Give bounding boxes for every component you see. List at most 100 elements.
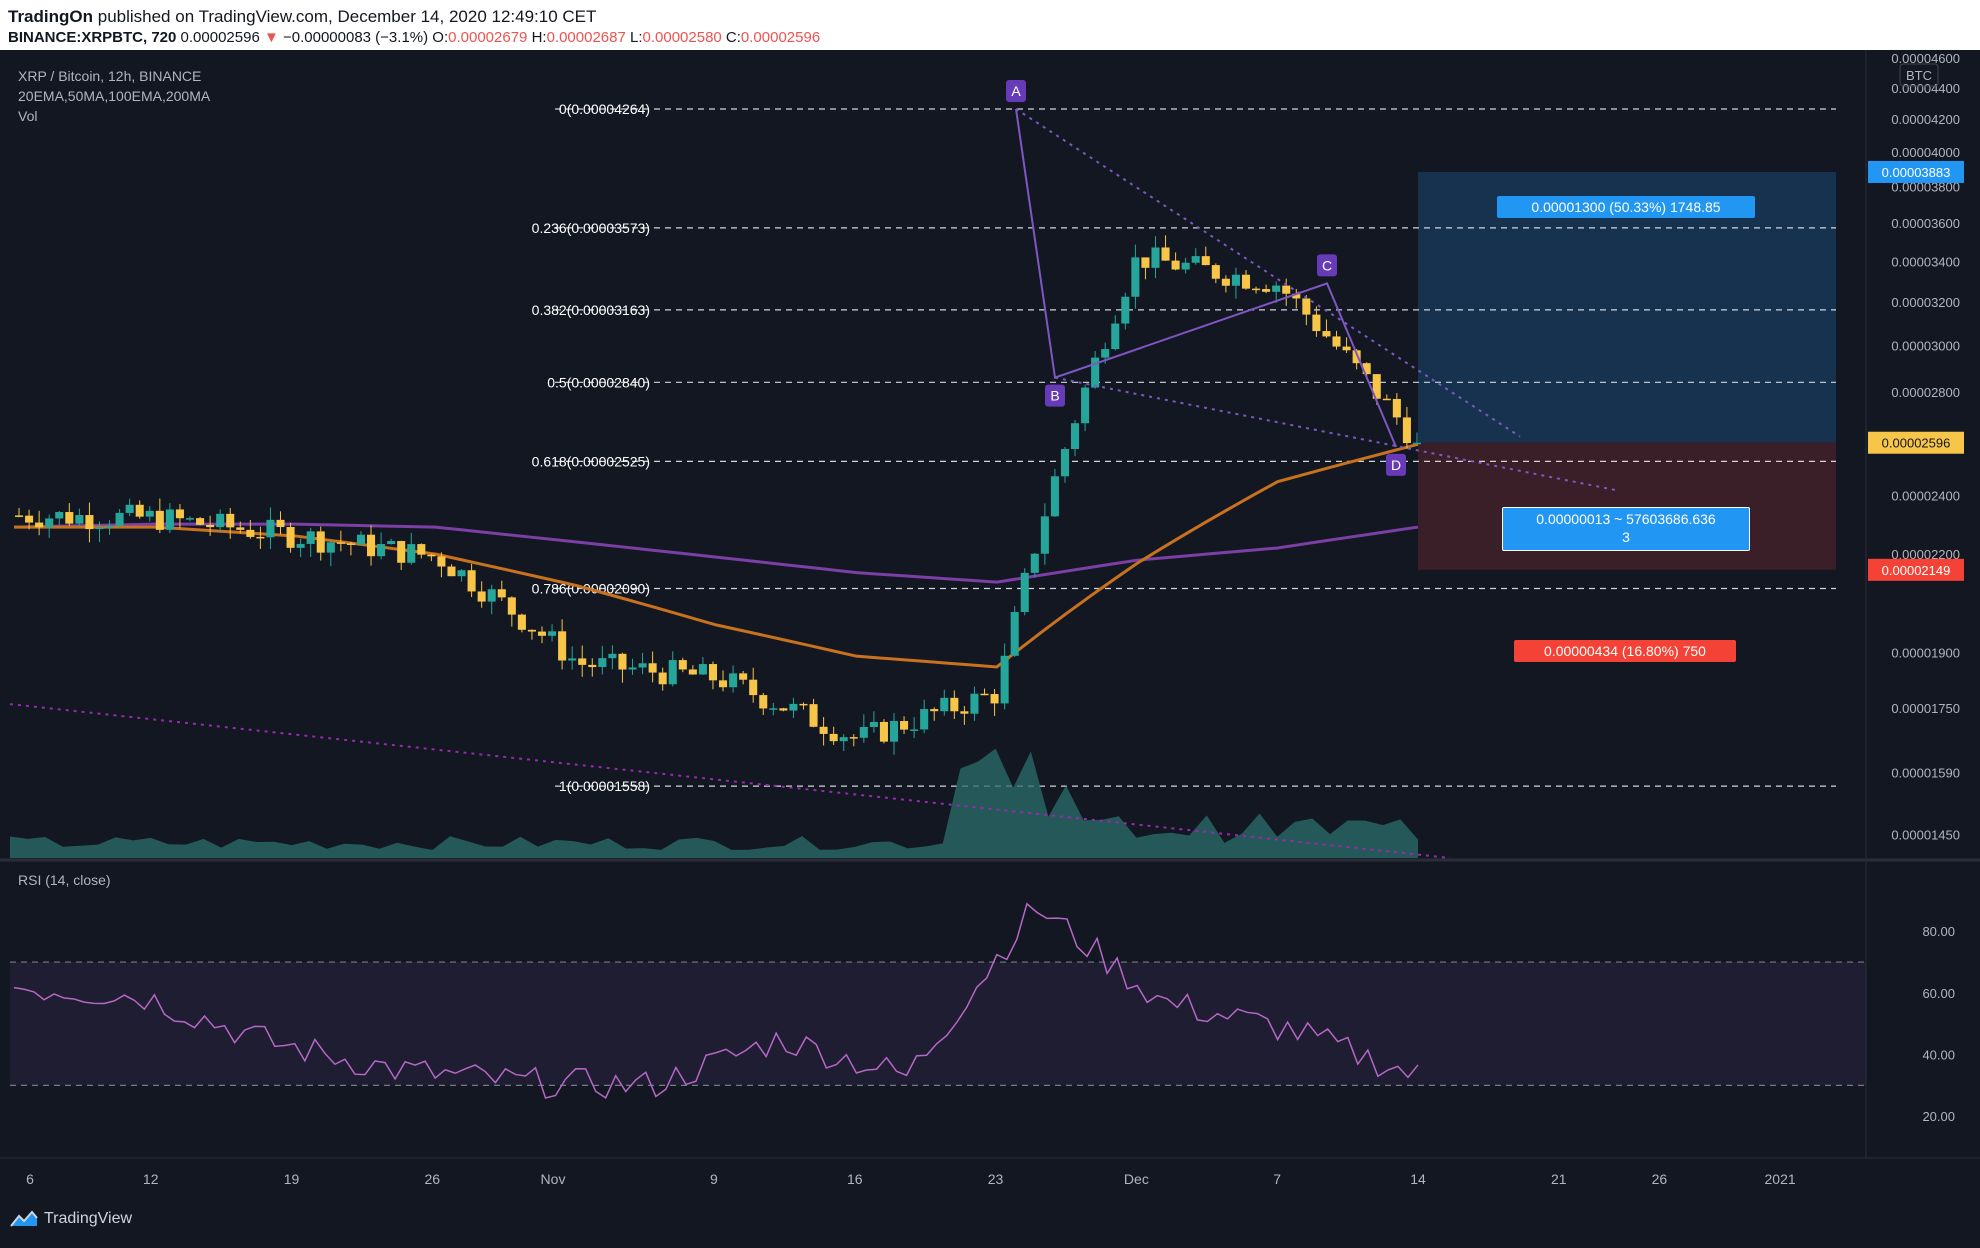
high-value: 0.00002687 xyxy=(546,29,626,46)
candle-body xyxy=(286,527,295,548)
price-tick: 0.00003800 xyxy=(1891,179,1960,194)
price-label-text: 0.00002596 xyxy=(1882,436,1951,451)
price-label-text: 0.00003883 xyxy=(1882,165,1951,180)
candle-body xyxy=(678,660,687,670)
candle-body xyxy=(105,525,114,528)
candle-body xyxy=(1040,516,1049,554)
candle-body xyxy=(859,726,868,738)
candle-body xyxy=(85,515,94,530)
legend-volume[interactable]: Vol xyxy=(18,108,38,124)
candle-body xyxy=(226,513,235,528)
legend-indicators[interactable]: 20EMA,50MA,100EMA,200MA xyxy=(18,88,211,104)
candle-body xyxy=(1121,296,1130,324)
price-tick: 0.00003200 xyxy=(1891,295,1960,310)
price-tick: 0.00002200 xyxy=(1891,547,1960,562)
fib-label: 0(0.00004264) xyxy=(559,101,650,117)
candle-body xyxy=(548,631,557,636)
symbol-name: BINANCE:XRPBTC, 720 xyxy=(8,29,177,46)
candle-body xyxy=(1312,314,1321,332)
open-label: O: xyxy=(432,29,449,46)
time-tick: 26 xyxy=(425,1171,441,1187)
candle-body xyxy=(1010,612,1019,656)
close-value: 0.00002596 xyxy=(740,29,821,46)
candle-body xyxy=(1272,285,1281,292)
symbol-line: BINANCE:XRPBTC, 720 0.00002596 ▼ −0.0000… xyxy=(8,29,820,46)
price-tick: 0.00004000 xyxy=(1891,145,1960,160)
candle-body xyxy=(618,653,627,670)
pattern-point-label: C xyxy=(1322,257,1332,273)
candle-body xyxy=(1252,288,1261,291)
candle-body xyxy=(879,721,888,742)
candle-body xyxy=(507,597,516,615)
candle-body xyxy=(719,680,728,688)
candle-body xyxy=(1392,398,1401,418)
legend-rsi[interactable]: RSI (14, close) xyxy=(18,872,111,888)
candle-body xyxy=(65,512,74,524)
price-label-box xyxy=(1868,431,1964,454)
entry-label[interactable]: 0.00000013 ~ 57603686.636 3 xyxy=(1502,507,1750,551)
candle-body xyxy=(558,631,567,661)
rsi-tick: 20.00 xyxy=(1922,1109,1955,1124)
fib-label: 1(0.00001558) xyxy=(559,778,650,794)
candle-body xyxy=(829,733,838,742)
candle-body xyxy=(1030,553,1039,573)
price-tick: 0.00001750 xyxy=(1891,701,1960,716)
candle-body xyxy=(165,509,174,530)
chart-area[interactable]: 0(0.00004264) 0.236(0.00003573) 0.382(0.00… xyxy=(0,50,1980,1198)
time-tick: 23 xyxy=(988,1171,1004,1187)
candle-body xyxy=(155,510,164,530)
pattern-badge-c xyxy=(1317,254,1337,277)
candle-body xyxy=(1141,257,1150,268)
publish-header: TradingOn published on TradingView.com, … xyxy=(0,0,1980,50)
pattern-point-label: A xyxy=(1011,83,1021,99)
candle-body xyxy=(970,693,979,714)
abcd-pattern: A B C D xyxy=(9,80,1616,859)
pattern-badge-a xyxy=(1006,80,1026,103)
high-label: H: xyxy=(531,29,547,46)
candle-body xyxy=(729,673,738,688)
stop-label[interactable]: 0.00000434 (16.80%) 750 xyxy=(1514,640,1736,662)
candle-body xyxy=(175,509,184,519)
published-text: published on TradingView.com, December 1… xyxy=(97,7,597,26)
price-tick: 0.00001900 xyxy=(1891,646,1960,661)
rsi-pane xyxy=(10,902,1866,1099)
target-label[interactable]: 0.00001300 (50.33%) 1748.85 xyxy=(1497,196,1755,218)
price-tick: 0.00002400 xyxy=(1891,489,1960,504)
candle-body xyxy=(698,664,707,675)
candle-body xyxy=(125,504,134,513)
price-label-box xyxy=(1868,160,1964,183)
currency-label: BTC xyxy=(1906,68,1932,83)
candle-body xyxy=(537,631,547,636)
tradingview-brand-text: TradingView xyxy=(44,1210,133,1227)
last-price: 0.00002596 xyxy=(180,29,260,46)
candle-body xyxy=(688,669,697,675)
volume-area xyxy=(10,748,1418,858)
candle-body xyxy=(367,534,376,557)
candle-body xyxy=(1372,374,1381,399)
time-tick: 14 xyxy=(1410,1171,1426,1187)
candle-body xyxy=(990,694,999,704)
candle-body xyxy=(196,518,205,525)
pattern-badge-d xyxy=(1386,453,1406,476)
time-tick: 6 xyxy=(26,1171,34,1187)
candle-body xyxy=(296,543,305,548)
candle-body xyxy=(1262,289,1271,292)
candle-body xyxy=(779,708,788,711)
legend-title[interactable]: XRP / Bitcoin, 12h, BINANCE xyxy=(18,68,202,84)
tradingview-logo[interactable]: TradingView xyxy=(10,1210,132,1228)
candle-body xyxy=(467,570,476,592)
candle-body xyxy=(387,541,396,545)
candle-body xyxy=(598,658,607,668)
chart-canvas[interactable]: 0(0.00004264) 0.236(0.00003573) 0.382(0.00… xyxy=(0,50,1980,1198)
publisher-name[interactable]: TradingOn xyxy=(8,7,93,26)
candle-body xyxy=(336,542,345,544)
candle-body xyxy=(1332,336,1341,347)
rsi-tick: 60.00 xyxy=(1922,986,1955,1001)
time-tick: 2021 xyxy=(1765,1171,1796,1187)
candle-body xyxy=(839,737,848,742)
entry-label-line2: 3 xyxy=(1622,529,1630,545)
candle-body xyxy=(980,693,989,696)
candle-body xyxy=(427,554,436,557)
candle-body xyxy=(889,721,899,742)
candle-body xyxy=(648,663,657,673)
